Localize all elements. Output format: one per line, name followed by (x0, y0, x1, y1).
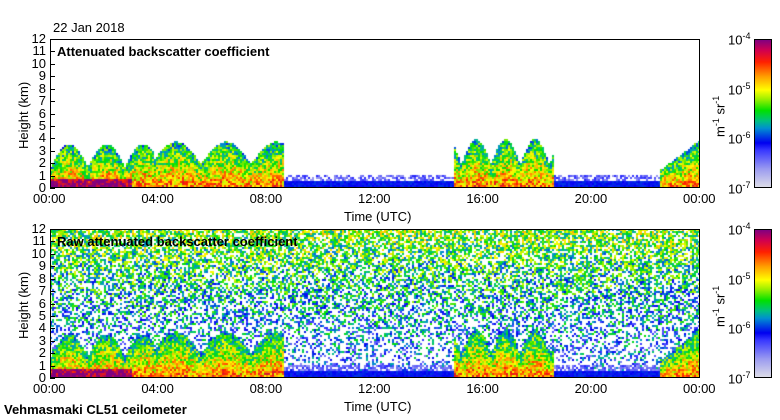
y-tick-label: 10 (31, 55, 46, 71)
x-tick-label: 00:00 (683, 381, 716, 396)
y-tick-label: 0 (38, 180, 46, 195)
x-tick-label: 00:00 (33, 191, 66, 206)
y-tick-mark (50, 365, 55, 367)
colorbar-tick-label: 10-6 (728, 320, 751, 337)
colorbar-unit-label: m-1 sr-1 (711, 285, 728, 327)
y-tick-mark (50, 39, 55, 40)
y-tick-mark (50, 340, 55, 342)
y-tick-mark (50, 353, 55, 355)
x-tick-label: 08:00 (249, 191, 283, 206)
x-tick-label: 12:00 (358, 381, 391, 396)
colorbar (754, 229, 772, 378)
x-axis-label: Time (UTC) (344, 209, 412, 224)
x-tick-label: 16:00 (466, 191, 499, 206)
colorbar (754, 39, 772, 188)
y-tick-mark (50, 253, 55, 255)
date-label: 22 Jan 2018 (53, 20, 125, 35)
x-tick-label: 16:00 (466, 381, 499, 396)
y-tick-mark (50, 138, 55, 140)
x-tick-label: 12:00 (358, 191, 391, 206)
x-tick-label: 04:00 (141, 191, 174, 206)
y-tick-mark (50, 378, 55, 379)
y-tick-mark (50, 88, 55, 90)
y-tick-label: 5 (38, 307, 46, 323)
y-tick-mark (50, 175, 55, 177)
y-tick-mark (50, 328, 55, 330)
colorbar-tick-label: 10-5 (728, 80, 751, 97)
plot-frame (50, 229, 700, 378)
y-tick-label: 2 (38, 345, 46, 361)
y-tick-mark (50, 188, 55, 189)
y-tick-label: 3 (38, 332, 46, 348)
y-tick-label: 8 (38, 270, 46, 286)
y-axis-label: Height (km) (16, 81, 31, 149)
y-tick-mark (50, 278, 55, 280)
x-tick-label: 08:00 (249, 381, 283, 396)
y-tick-label: 4 (38, 320, 46, 336)
x-axis-label: Time (UTC) (344, 399, 412, 414)
y-tick-label: 1 (38, 357, 46, 373)
y-tick-label: 6 (38, 105, 46, 121)
plot-title: Attenuated backscatter coefficient (57, 44, 270, 59)
y-tick-label: 4 (38, 130, 46, 146)
y-tick-label: 8 (38, 80, 46, 96)
plot-title: Raw attenuated backscatter coefficient (57, 234, 298, 249)
y-tick-label: 5 (38, 117, 46, 133)
y-tick-mark (50, 303, 55, 305)
y-tick-mark (50, 163, 55, 165)
y-tick-label: 10 (31, 245, 46, 261)
y-tick-mark (50, 101, 55, 103)
instrument-label: Vehmasmaki CL51 ceilometer (4, 402, 187, 417)
colorbar-unit-label: m-1 sr-1 (711, 95, 728, 137)
y-tick-mark (50, 315, 55, 317)
y-tick-mark (50, 63, 55, 65)
y-tick-label: 12 (31, 221, 46, 236)
y-tick-mark (50, 150, 55, 152)
y-tick-mark (50, 113, 55, 115)
y-tick-label: 11 (32, 43, 47, 59)
y-tick-label: 3 (38, 142, 46, 158)
colorbar-tick-label: 10-7 (728, 180, 751, 197)
y-axis-label: Height (km) (16, 271, 31, 339)
colorbar-tick-label: 10-5 (728, 270, 751, 287)
y-tick-label: 1 (38, 167, 46, 183)
x-tick-label: 20:00 (574, 381, 608, 396)
y-tick-label: 9 (38, 258, 46, 274)
y-tick-label: 2 (38, 155, 46, 171)
heatmap-canvas (50, 229, 700, 378)
y-tick-mark (50, 291, 55, 293)
y-tick-mark (50, 266, 55, 268)
y-tick-label: 7 (38, 283, 46, 299)
y-tick-label: 6 (38, 295, 46, 311)
x-tick-label: 04:00 (141, 381, 174, 396)
y-tick-label: 9 (38, 68, 46, 84)
colorbar-tick-label: 10-6 (728, 130, 751, 147)
y-tick-label: 7 (38, 93, 46, 109)
y-tick-mark (50, 125, 55, 127)
y-tick-mark (50, 229, 55, 230)
y-tick-label: 0 (38, 370, 46, 385)
x-tick-label: 00:00 (33, 381, 66, 396)
y-tick-label: 11 (32, 233, 47, 249)
y-tick-mark (50, 76, 55, 78)
y-tick-mark (50, 241, 55, 243)
heatmap-canvas (50, 39, 700, 188)
colorbar-tick-label: 10-7 (728, 370, 751, 387)
y-tick-label: 12 (31, 31, 46, 46)
x-tick-label: 20:00 (574, 191, 608, 206)
x-tick-label: 00:00 (683, 191, 716, 206)
plot-frame (50, 39, 700, 188)
y-tick-mark (50, 51, 55, 53)
colorbar-tick-label: 10-4 (728, 31, 751, 48)
colorbar-tick-label: 10-4 (728, 221, 751, 238)
